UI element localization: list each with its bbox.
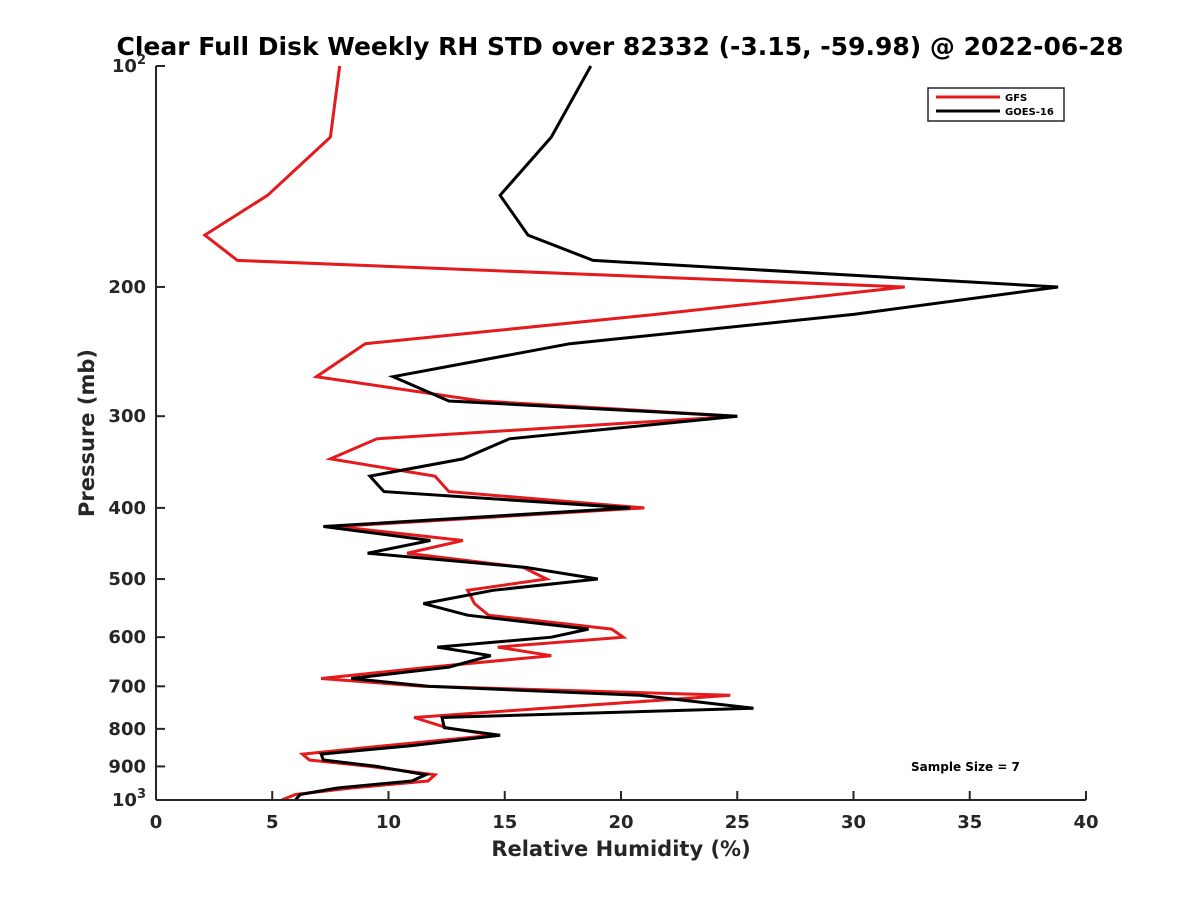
series-line-goes-16 [294, 65, 1059, 801]
x-tick-label: 35 [957, 812, 982, 833]
x-tick-label: 30 [841, 812, 866, 833]
chart-title: Clear Full Disk Weekly RH STD over 82332… [117, 32, 1124, 61]
y-tick-label: 500 [108, 569, 146, 590]
sample-size-annotation: Sample Size = 7 [911, 760, 1020, 774]
y-axis-label: Pressure (mb) [75, 349, 99, 517]
x-tick-label: 20 [608, 812, 633, 833]
x-tick-label: 10 [376, 812, 401, 833]
y-tick-label: 400 [108, 498, 146, 519]
y-tick-label: 800 [108, 719, 146, 740]
y-tick-label: 900 [108, 756, 146, 777]
legend-label-goes-16: GOES-16 [1005, 107, 1054, 118]
y-tick-label: 300 [108, 406, 146, 427]
legend: GFS GOES-16 [927, 87, 1065, 122]
y-ticks: 102 200 300 400 500 600 700 800 900 103 [108, 53, 165, 811]
legend-label-gfs: GFS [1005, 93, 1027, 104]
y-tick-label: 103 [112, 787, 146, 811]
y-tick-label: 600 [108, 627, 146, 648]
series-layer [202, 65, 1059, 802]
x-ticks: 0 5 10 15 20 25 30 35 40 [150, 791, 1099, 833]
x-tick-label: 5 [266, 812, 279, 833]
x-tick-label: 15 [492, 812, 517, 833]
y-tick-label: 200 [108, 277, 146, 298]
x-tick-label: 25 [725, 812, 750, 833]
x-tick-label: 40 [1073, 812, 1098, 833]
y-tick-label: 700 [108, 676, 146, 697]
series-line-gfs [202, 65, 905, 802]
legend-box [927, 87, 1065, 122]
y-tick-label: 102 [112, 53, 146, 77]
x-axis-label: Relative Humidity (%) [491, 837, 750, 861]
x-tick-label: 0 [150, 812, 163, 833]
